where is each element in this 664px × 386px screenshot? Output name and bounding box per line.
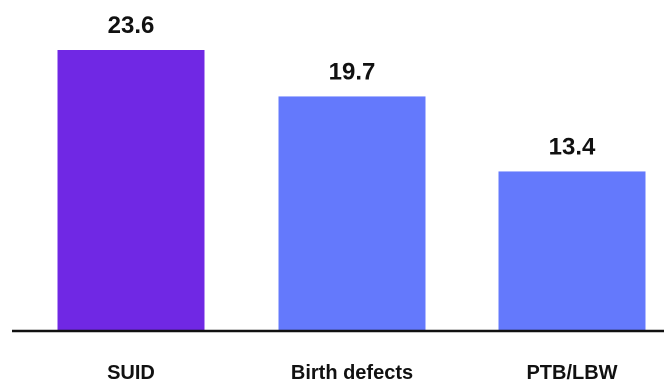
value-labels-group: 23.6 19.7 13.4 <box>108 12 596 160</box>
bar-birth-defects <box>278 96 426 332</box>
category-label-ptb-lbw: PTB/LBW <box>526 362 617 384</box>
value-label-birth-defects: 19.7 <box>329 58 376 85</box>
value-label-ptb-lbw: 13.4 <box>549 133 596 160</box>
category-labels-group: SUID Birth defects PTB/LBW <box>107 362 618 384</box>
category-label-birth-defects: Birth defects <box>291 362 413 384</box>
bar-ptb-lbw <box>498 171 646 331</box>
category-label-suid: SUID <box>107 362 155 384</box>
bars-group <box>57 50 646 332</box>
bar-suid <box>57 50 205 331</box>
value-label-suid: 23.6 <box>108 12 155 39</box>
